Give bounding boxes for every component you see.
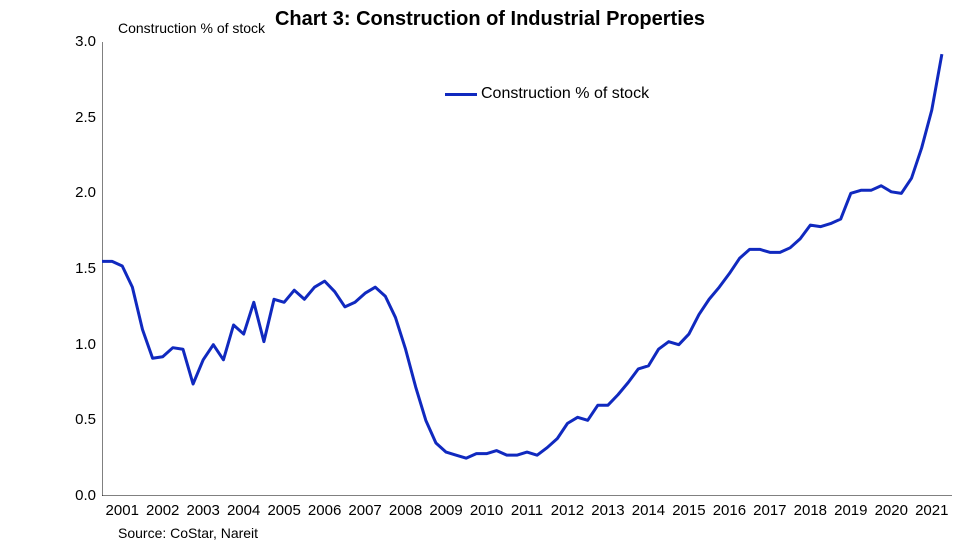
x-tick-label: 2021 <box>915 502 948 519</box>
x-tick-label: 2001 <box>106 502 139 519</box>
y-tick-label: 1.0 <box>62 336 96 353</box>
x-tick-label: 2012 <box>551 502 584 519</box>
series-line <box>102 54 942 458</box>
x-tick-label: 2015 <box>672 502 705 519</box>
plot-area <box>102 42 952 496</box>
x-tick-label: 2009 <box>429 502 462 519</box>
x-tick-label: 2010 <box>470 502 503 519</box>
x-tick-label: 2011 <box>511 502 543 519</box>
y-tick-label: 2.5 <box>62 109 96 126</box>
y-tick-label: 2.0 <box>62 184 96 201</box>
x-tick-label: 2008 <box>389 502 422 519</box>
y-tick-label: 0.0 <box>62 487 96 504</box>
x-tick-label: 2018 <box>794 502 827 519</box>
y-axis-label: Construction % of stock <box>118 20 265 36</box>
x-tick-label: 2013 <box>591 502 624 519</box>
x-tick-label: 2002 <box>146 502 179 519</box>
legend: Construction % of stock <box>445 85 649 103</box>
x-tick-label: 2020 <box>875 502 908 519</box>
x-tick-label: 2019 <box>834 502 867 519</box>
x-tick-label: 2003 <box>187 502 220 519</box>
y-tick-label: 1.5 <box>62 260 96 277</box>
x-tick-label: 2007 <box>348 502 381 519</box>
y-tick-label: 0.5 <box>62 411 96 428</box>
x-tick-label: 2004 <box>227 502 260 519</box>
chart-container: Chart 3: Construction of Industrial Prop… <box>0 0 980 551</box>
x-tick-label: 2017 <box>753 502 786 519</box>
legend-label: Construction % of stock <box>481 85 649 103</box>
source-label: Source: CoStar, Nareit <box>118 525 258 541</box>
x-tick-label: 2005 <box>267 502 300 519</box>
chart-title: Chart 3: Construction of Industrial Prop… <box>275 8 705 31</box>
x-tick-label: 2016 <box>713 502 746 519</box>
x-tick-label: 2014 <box>632 502 665 519</box>
y-tick-label: 3.0 <box>62 33 96 50</box>
legend-swatch <box>445 93 477 96</box>
x-tick-label: 2006 <box>308 502 341 519</box>
